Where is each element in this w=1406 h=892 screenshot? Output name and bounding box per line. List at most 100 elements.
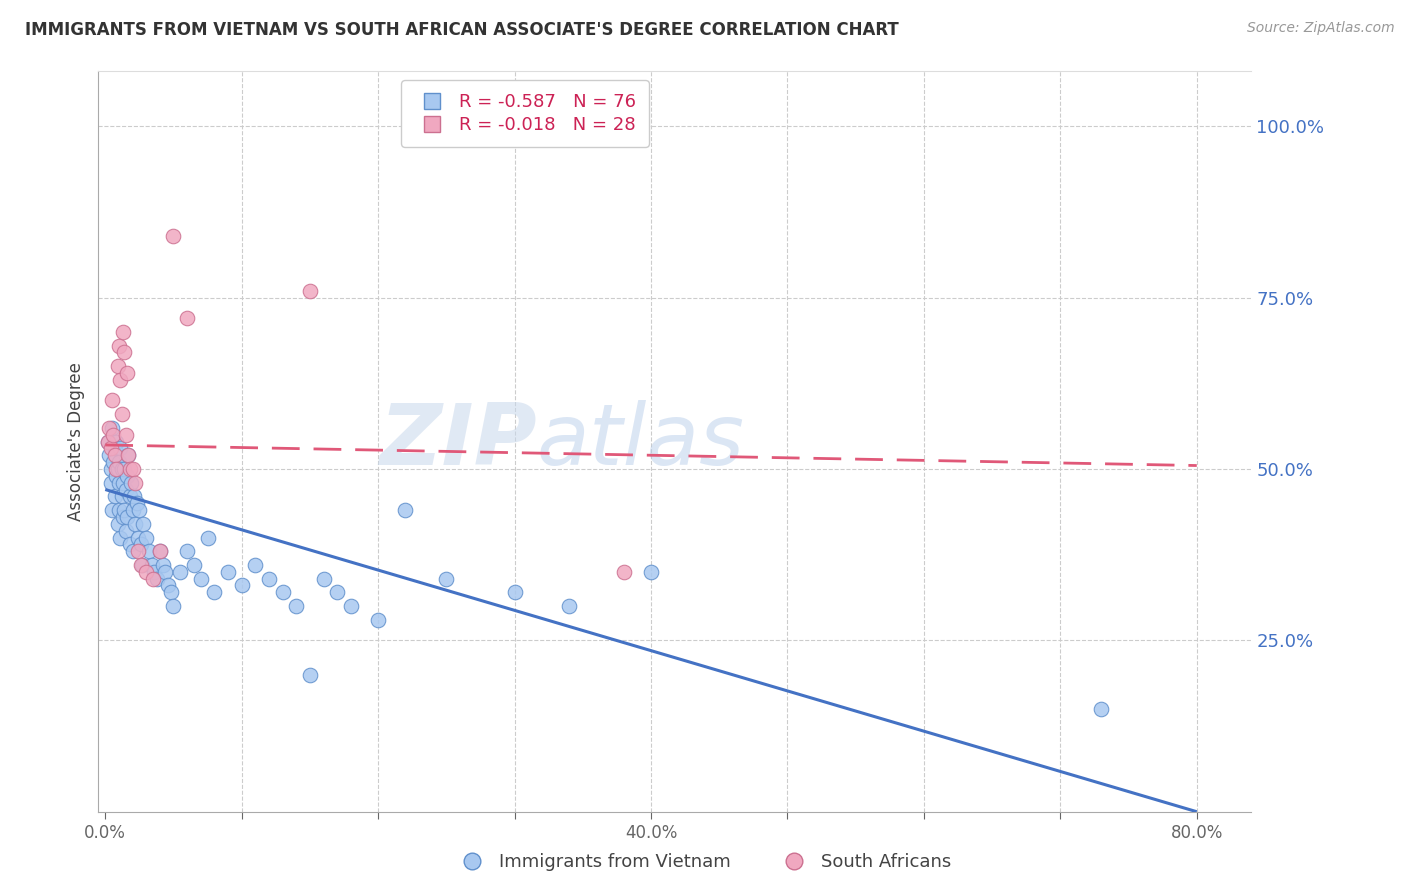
Point	[245, 558, 267, 572]
Point	[114, 427, 136, 442]
Point	[231, 578, 253, 592]
Point	[121, 503, 143, 517]
Point	[183, 558, 205, 572]
Point	[121, 462, 143, 476]
Point	[138, 544, 160, 558]
Legend: R = -0.587   N = 76, R = -0.018   N = 28: R = -0.587 N = 76, R = -0.018 N = 28	[401, 80, 648, 147]
Point	[97, 434, 120, 449]
Point	[110, 489, 132, 503]
Point	[135, 565, 157, 579]
Point	[503, 585, 526, 599]
Point	[298, 667, 321, 681]
Point	[129, 537, 152, 551]
Point	[111, 325, 134, 339]
Point	[312, 572, 335, 586]
Point	[141, 558, 163, 572]
Point	[108, 338, 131, 352]
Point	[143, 565, 166, 579]
Point	[104, 489, 127, 503]
Point	[162, 599, 184, 613]
Point	[112, 345, 135, 359]
Point	[108, 475, 131, 490]
Point	[613, 565, 636, 579]
Point	[118, 537, 141, 551]
Point	[176, 544, 198, 558]
Point	[114, 524, 136, 538]
Point	[149, 544, 172, 558]
Point	[121, 544, 143, 558]
Text: IMMIGRANTS FROM VIETNAM VS SOUTH AFRICAN ASSOCIATE'S DEGREE CORRELATION CHART: IMMIGRANTS FROM VIETNAM VS SOUTH AFRICAN…	[25, 21, 898, 38]
Point	[124, 475, 146, 490]
Point	[340, 599, 363, 613]
Point	[112, 503, 135, 517]
Point	[285, 599, 308, 613]
Point	[105, 468, 128, 483]
Point	[127, 531, 149, 545]
Point	[100, 462, 122, 476]
Point	[118, 489, 141, 503]
Point	[217, 565, 239, 579]
Point	[103, 455, 125, 469]
Point	[104, 442, 127, 456]
Point	[115, 510, 138, 524]
Point	[135, 531, 157, 545]
Point	[162, 228, 184, 243]
Point	[271, 585, 294, 599]
Point	[125, 496, 148, 510]
Point	[146, 572, 169, 586]
Point	[100, 442, 122, 456]
Point	[122, 489, 145, 503]
Point	[257, 572, 280, 586]
Point	[169, 565, 191, 579]
Point	[132, 516, 155, 531]
Point	[98, 421, 121, 435]
Point	[111, 510, 134, 524]
Point	[114, 483, 136, 497]
Point	[110, 407, 132, 421]
Y-axis label: Associate's Degree: Associate's Degree	[67, 362, 86, 521]
Point	[115, 366, 138, 380]
Point	[100, 475, 122, 490]
Point	[97, 434, 120, 449]
Point	[112, 462, 135, 476]
Point	[129, 558, 152, 572]
Point	[142, 572, 165, 586]
Point	[298, 284, 321, 298]
Point	[120, 475, 142, 490]
Point	[103, 427, 125, 442]
Point	[156, 578, 179, 592]
Point	[434, 572, 457, 586]
Point	[202, 585, 225, 599]
Point	[326, 585, 349, 599]
Point	[110, 531, 132, 545]
Point	[155, 565, 177, 579]
Point	[115, 468, 138, 483]
Point	[108, 503, 131, 517]
Point	[131, 558, 153, 572]
Point	[101, 503, 124, 517]
Point	[104, 448, 127, 462]
Point	[640, 565, 662, 579]
Point	[101, 421, 124, 435]
Text: Source: ZipAtlas.com: Source: ZipAtlas.com	[1247, 21, 1395, 35]
Point	[107, 359, 129, 373]
Point	[118, 462, 141, 476]
Text: atlas: atlas	[537, 400, 745, 483]
Text: ZIP: ZIP	[378, 400, 537, 483]
Point	[107, 462, 129, 476]
Point	[105, 434, 128, 449]
Point	[159, 585, 181, 599]
Point	[128, 503, 150, 517]
Point	[176, 311, 198, 326]
Point	[111, 475, 134, 490]
Point	[107, 516, 129, 531]
Point	[108, 455, 131, 469]
Point	[190, 572, 212, 586]
Point	[105, 462, 128, 476]
Point	[127, 544, 149, 558]
Point	[110, 462, 132, 476]
Point	[1090, 702, 1112, 716]
Point	[117, 448, 139, 462]
Point	[110, 373, 132, 387]
Point	[117, 448, 139, 462]
